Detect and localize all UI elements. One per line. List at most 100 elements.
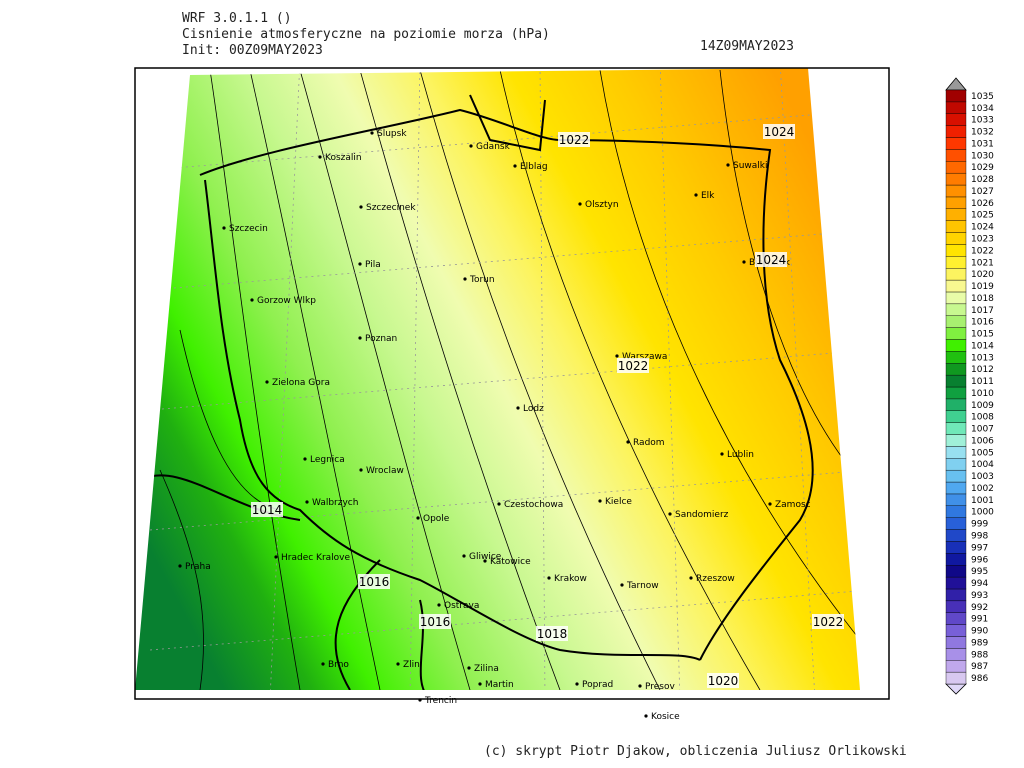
city-marker bbox=[250, 298, 254, 302]
contour-labels: 1022 1024 1024 1022 1014 1016 1016 1018 1020 1022 bbox=[251, 124, 844, 688]
city-name: Katowice bbox=[490, 557, 531, 567]
city-marker bbox=[620, 583, 624, 587]
colorbar-label: 996 bbox=[971, 555, 988, 565]
city-marker bbox=[726, 163, 730, 167]
colorbar-label: 988 bbox=[971, 650, 988, 660]
colorbar-label: 1015 bbox=[971, 330, 994, 340]
colorbar-label: 1001 bbox=[971, 496, 994, 506]
colorbar-box bbox=[945, 636, 967, 649]
colorbar-label: 1034 bbox=[971, 104, 994, 114]
city-name: Gliwice bbox=[469, 552, 502, 562]
contour-label: 1016 bbox=[420, 615, 451, 629]
colorbar-box bbox=[945, 291, 967, 305]
city-name: Martin bbox=[485, 680, 514, 690]
colorbar-box bbox=[945, 137, 967, 150]
colorbar-label: 1009 bbox=[971, 401, 994, 411]
colorbar-box bbox=[945, 660, 967, 673]
city-marker bbox=[359, 205, 363, 209]
contour-label: 1024 bbox=[756, 253, 787, 267]
contour-label-bg bbox=[763, 124, 795, 139]
city-marker bbox=[668, 512, 672, 516]
city-marker bbox=[358, 336, 362, 340]
colorbar-box bbox=[945, 268, 967, 281]
colorbar-label: 990 bbox=[971, 627, 988, 637]
city-name: Ostrava bbox=[444, 601, 479, 611]
city-marker bbox=[483, 559, 487, 563]
city-marker bbox=[615, 354, 619, 358]
colorbar-label: 1019 bbox=[971, 282, 994, 292]
colorbar-box bbox=[945, 565, 967, 578]
city-name: Olsztyn bbox=[585, 200, 619, 210]
colorbar-box bbox=[945, 196, 967, 209]
city-marker bbox=[274, 555, 278, 559]
city-marker bbox=[396, 662, 400, 666]
colorbar-box bbox=[945, 113, 967, 126]
colorbar-label: 1003 bbox=[971, 472, 994, 482]
contour-label-bg bbox=[251, 502, 283, 517]
colorbar-box bbox=[945, 101, 967, 114]
colorbar-label: 1035 bbox=[971, 92, 994, 102]
colorbar-label: 1013 bbox=[971, 353, 994, 363]
city-name: Wroclaw bbox=[366, 466, 404, 476]
colorbar-bottom-arrow bbox=[945, 683, 967, 695]
colorbar-label: 998 bbox=[971, 532, 988, 542]
city-marker bbox=[467, 666, 471, 670]
colorbar-box bbox=[945, 386, 967, 400]
city-name: Szczecinek bbox=[366, 203, 416, 213]
city-marker bbox=[742, 260, 746, 264]
colorbar-label: 1023 bbox=[971, 235, 994, 245]
colorbar-box bbox=[945, 576, 967, 590]
colorbar-label: 994 bbox=[971, 579, 988, 589]
colorbar-box bbox=[945, 410, 967, 423]
colorbar-label: 1030 bbox=[971, 151, 994, 161]
city-name: Kielce bbox=[605, 497, 632, 507]
city-name: Gorzow Wlkp bbox=[257, 296, 316, 306]
contour-label: 1014 bbox=[252, 503, 283, 517]
colorbar-box bbox=[945, 529, 967, 542]
colorbar-label: 1006 bbox=[971, 436, 994, 446]
colorbar-top-arrow bbox=[945, 77, 967, 91]
colorbar-label: 995 bbox=[971, 567, 988, 577]
city-marker bbox=[463, 277, 467, 281]
city-name: Opole bbox=[423, 514, 450, 524]
contour-label: 1022 bbox=[559, 133, 590, 147]
city-name: Elblag bbox=[520, 162, 548, 172]
colorbar-box bbox=[945, 351, 967, 364]
city-marker bbox=[303, 457, 307, 461]
colorbar-label: 1016 bbox=[971, 318, 994, 328]
city-name: Poznan bbox=[365, 334, 397, 344]
colorbar-label: 989 bbox=[971, 638, 988, 648]
city-marker bbox=[626, 440, 630, 444]
title: Cisnienie atmosferyczne na poziomie morz… bbox=[182, 27, 550, 42]
colorbar-label: 1032 bbox=[971, 128, 994, 138]
colorbar-label: 1022 bbox=[971, 246, 994, 256]
city-name: Gdansk bbox=[476, 142, 511, 152]
city-marker bbox=[358, 262, 362, 266]
colorbar-box bbox=[945, 172, 967, 186]
city-marker bbox=[370, 131, 374, 135]
cities: Slupsk Koszalin Gdansk Elblag Szczecinek Szcz… bbox=[178, 129, 811, 722]
colorbar-label: 1033 bbox=[971, 116, 994, 126]
contour-label-bg bbox=[419, 614, 451, 629]
city-marker bbox=[578, 202, 582, 206]
city-name: Warszawa bbox=[622, 352, 667, 362]
city-name: Suwalki bbox=[733, 161, 768, 171]
city-marker bbox=[720, 452, 724, 456]
contour-label: 1022 bbox=[813, 615, 844, 629]
init: Init: 00Z09MAY2023 bbox=[182, 43, 323, 58]
graticule bbox=[149, 68, 860, 690]
colorbar-box bbox=[945, 208, 967, 221]
colorbar-box bbox=[945, 446, 967, 459]
colorbar-label: 997 bbox=[971, 543, 988, 553]
contour-label: 1022 bbox=[618, 359, 649, 373]
colorbar-box bbox=[945, 363, 967, 376]
colorbar-box bbox=[945, 541, 967, 554]
colorbar-box bbox=[945, 624, 967, 637]
colorbar-label: 1027 bbox=[971, 187, 994, 197]
city-marker bbox=[547, 576, 551, 580]
colorbar-box bbox=[945, 398, 967, 411]
colorbar-label: 1010 bbox=[971, 389, 994, 399]
colorbar-box bbox=[945, 374, 967, 388]
colorbar-label: 1020 bbox=[971, 270, 994, 280]
